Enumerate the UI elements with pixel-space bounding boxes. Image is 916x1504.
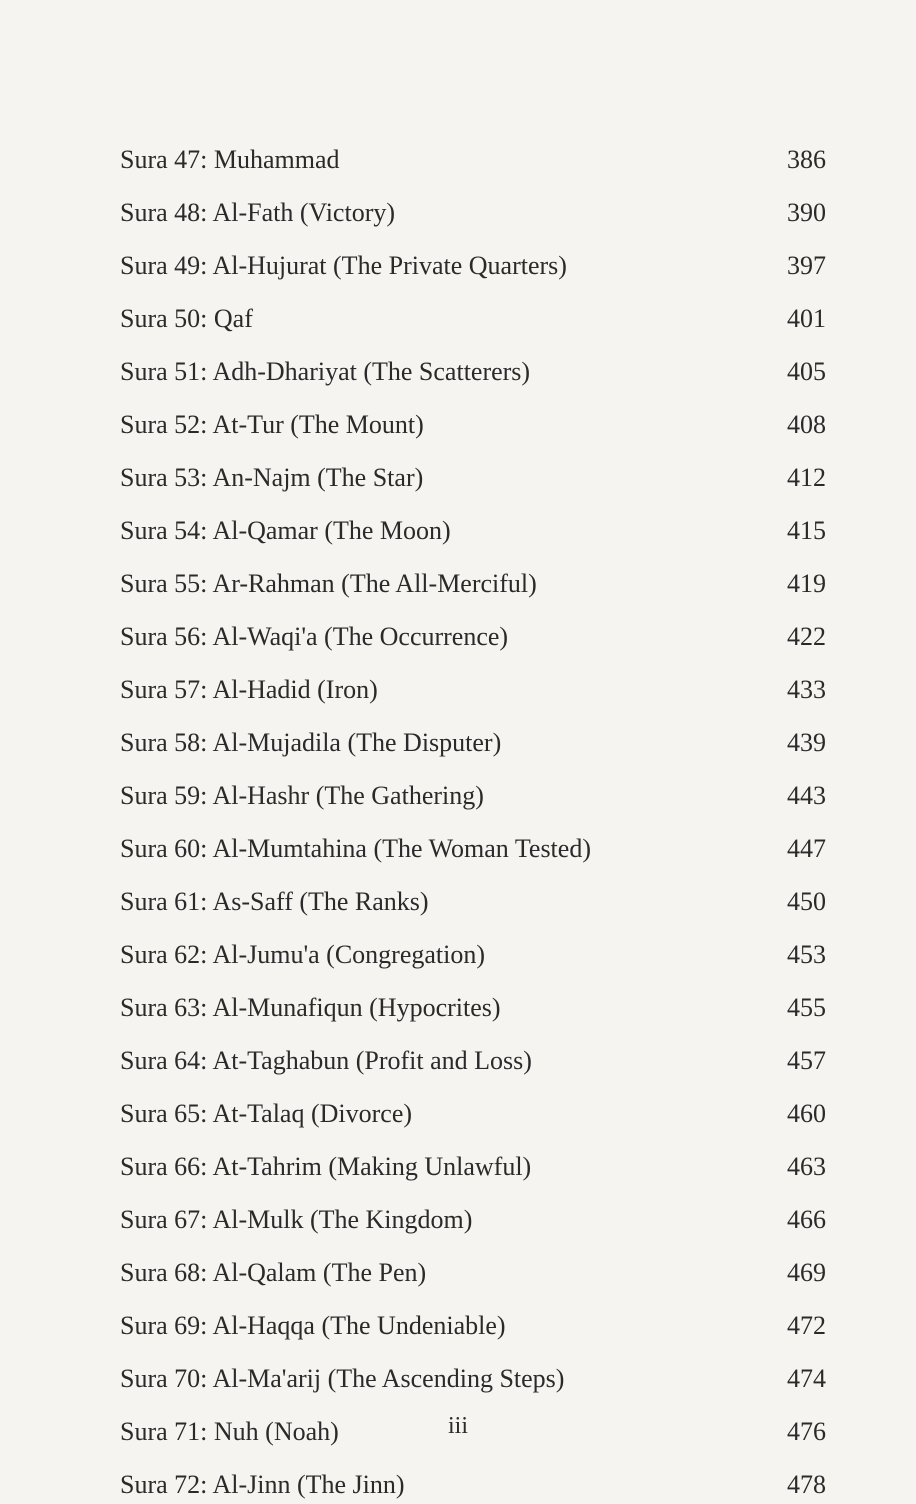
toc-page: 439 — [766, 723, 826, 762]
toc-row: Sura 52: At-Tur (The Mount)408 — [120, 405, 826, 444]
toc-title: Sura 69: Al-Haqqa (The Undeniable) — [120, 1306, 766, 1345]
toc-title: Sura 55: Ar-Rahman (The All-Merciful) — [120, 564, 766, 603]
toc-page: 408 — [766, 405, 826, 444]
toc-page: 450 — [766, 882, 826, 921]
toc-row: Sura 49: Al-Hujurat (The Private Quarter… — [120, 246, 826, 285]
toc-title: Sura 58: Al-Mujadila (The Disputer) — [120, 723, 766, 762]
toc-title: Sura 61: As-Saff (The Ranks) — [120, 882, 766, 921]
toc-page: 386 — [766, 140, 826, 179]
toc-row: Sura 48: Al-Fath (Victory)390 — [120, 193, 826, 232]
toc-title: Sura 72: Al-Jinn (The Jinn) — [120, 1465, 766, 1504]
toc-page: 422 — [766, 617, 826, 656]
toc-title: Sura 70: Al-Ma'arij (The Ascending Steps… — [120, 1359, 766, 1398]
toc-row: Sura 58: Al-Mujadila (The Disputer)439 — [120, 723, 826, 762]
toc-title: Sura 53: An-Najm (The Star) — [120, 458, 766, 497]
toc-title: Sura 51: Adh-Dhariyat (The Scatterers) — [120, 352, 766, 391]
toc-page: 415 — [766, 511, 826, 550]
toc-title: Sura 54: Al-Qamar (The Moon) — [120, 511, 766, 550]
toc-page: 453 — [766, 935, 826, 974]
toc-row: Sura 50: Qaf401 — [120, 299, 826, 338]
toc-page: 390 — [766, 193, 826, 232]
toc-page: 401 — [766, 299, 826, 338]
toc-title: Sura 48: Al-Fath (Victory) — [120, 193, 766, 232]
toc-row: Sura 61: As-Saff (The Ranks)450 — [120, 882, 826, 921]
toc-row: Sura 56: Al-Waqi'a (The Occurrence)422 — [120, 617, 826, 656]
toc-page: 447 — [766, 829, 826, 868]
toc-title: Sura 59: Al-Hashr (The Gathering) — [120, 776, 766, 815]
toc-row: Sura 62: Al-Jumu'a (Congregation)453 — [120, 935, 826, 974]
toc-title: Sura 63: Al-Munafiqun (Hypocrites) — [120, 988, 766, 1027]
toc-title: Sura 65: At-Talaq (Divorce) — [120, 1094, 766, 1133]
toc-title: Sura 66: At-Tahrim (Making Unlawful) — [120, 1147, 766, 1186]
page-number: iii — [448, 1413, 468, 1440]
toc-page: 397 — [766, 246, 826, 285]
toc-row: Sura 60: Al-Mumtahina (The Woman Tested)… — [120, 829, 826, 868]
toc-page: 476 — [766, 1412, 826, 1451]
toc-page: 466 — [766, 1200, 826, 1239]
toc-row: Sura 55: Ar-Rahman (The All-Merciful)419 — [120, 564, 826, 603]
toc-row: Sura 72: Al-Jinn (The Jinn)478 — [120, 1465, 826, 1504]
toc-page: 405 — [766, 352, 826, 391]
toc-row: Sura 57: Al-Hadid (Iron)433 — [120, 670, 826, 709]
toc-page: 472 — [766, 1306, 826, 1345]
table-of-contents: Sura 47: Muhammad386Sura 48: Al-Fath (Vi… — [120, 140, 826, 1504]
toc-row: Sura 67: Al-Mulk (The Kingdom)466 — [120, 1200, 826, 1239]
toc-title: Sura 68: Al-Qalam (The Pen) — [120, 1253, 766, 1292]
toc-page: 455 — [766, 988, 826, 1027]
toc-title: Sura 71: Nuh (Noah) — [120, 1412, 766, 1451]
toc-row: Sura 63: Al-Munafiqun (Hypocrites)455 — [120, 988, 826, 1027]
toc-title: Sura 67: Al-Mulk (The Kingdom) — [120, 1200, 766, 1239]
toc-row: Sura 64: At-Taghabun (Profit and Loss)45… — [120, 1041, 826, 1080]
toc-row: Sura 51: Adh-Dhariyat (The Scatterers)40… — [120, 352, 826, 391]
toc-title: Sura 49: Al-Hujurat (The Private Quarter… — [120, 246, 766, 285]
toc-page: 460 — [766, 1094, 826, 1133]
toc-title: Sura 56: Al-Waqi'a (The Occurrence) — [120, 617, 766, 656]
toc-row: Sura 59: Al-Hashr (The Gathering)443 — [120, 776, 826, 815]
toc-page: 463 — [766, 1147, 826, 1186]
toc-row: Sura 65: At-Talaq (Divorce)460 — [120, 1094, 826, 1133]
toc-page: 443 — [766, 776, 826, 815]
toc-row: Sura 66: At-Tahrim (Making Unlawful)463 — [120, 1147, 826, 1186]
toc-title: Sura 47: Muhammad — [120, 140, 766, 179]
toc-row: Sura 69: Al-Haqqa (The Undeniable)472 — [120, 1306, 826, 1345]
toc-row: Sura 47: Muhammad386 — [120, 140, 826, 179]
toc-page: 457 — [766, 1041, 826, 1080]
toc-row: Sura 68: Al-Qalam (The Pen)469 — [120, 1253, 826, 1292]
toc-title: Sura 52: At-Tur (The Mount) — [120, 405, 766, 444]
toc-title: Sura 57: Al-Hadid (Iron) — [120, 670, 766, 709]
toc-row: Sura 70: Al-Ma'arij (The Ascending Steps… — [120, 1359, 826, 1398]
toc-page: 412 — [766, 458, 826, 497]
toc-title: Sura 62: Al-Jumu'a (Congregation) — [120, 935, 766, 974]
toc-title: Sura 50: Qaf — [120, 299, 766, 338]
toc-page: 433 — [766, 670, 826, 709]
toc-page: 474 — [766, 1359, 826, 1398]
toc-row: Sura 53: An-Najm (The Star)412 — [120, 458, 826, 497]
toc-page: 469 — [766, 1253, 826, 1292]
toc-row: Sura 71: Nuh (Noah)476 — [120, 1412, 826, 1451]
toc-row: Sura 54: Al-Qamar (The Moon)415 — [120, 511, 826, 550]
toc-title: Sura 60: Al-Mumtahina (The Woman Tested) — [120, 829, 766, 868]
toc-page: 419 — [766, 564, 826, 603]
toc-title: Sura 64: At-Taghabun (Profit and Loss) — [120, 1041, 766, 1080]
toc-page: 478 — [766, 1465, 826, 1504]
